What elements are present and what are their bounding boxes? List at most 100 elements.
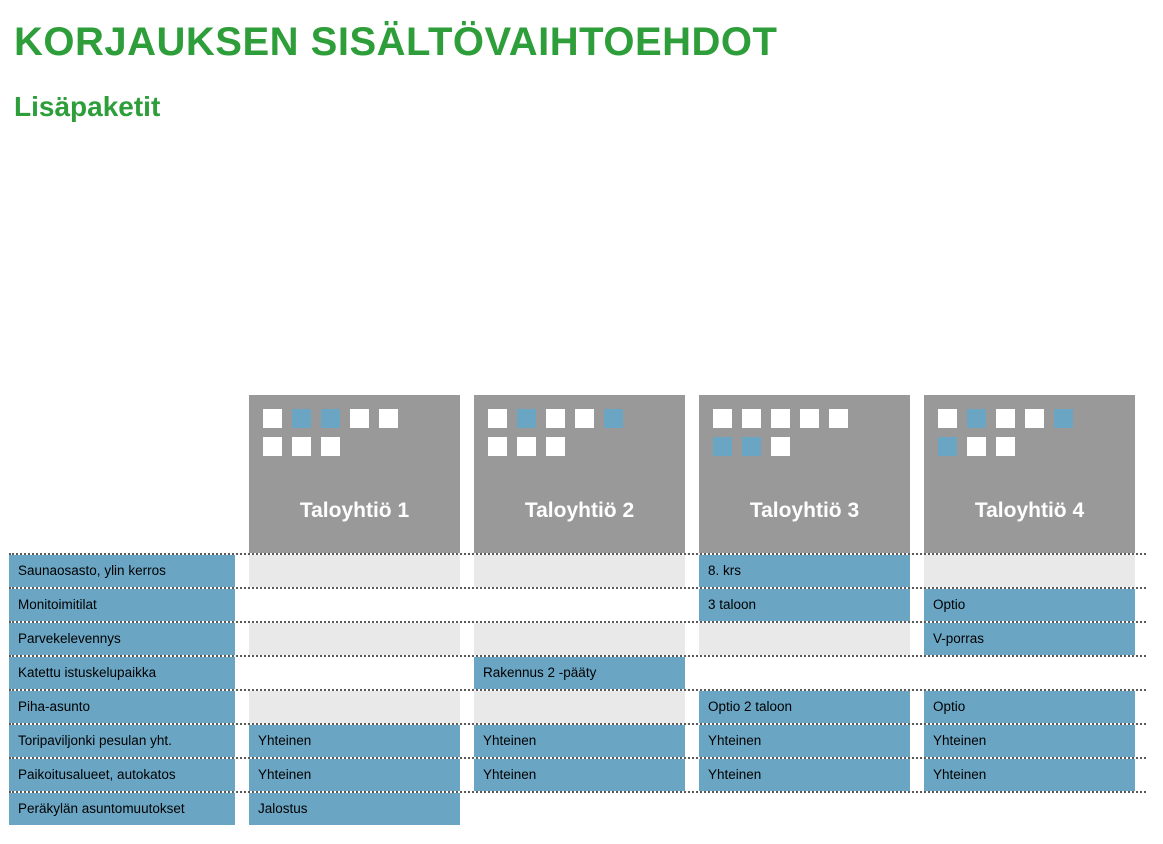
data-cell: Yhteinen [474, 759, 699, 791]
header-square-icon [1025, 409, 1044, 428]
data-cell: Optio [924, 589, 1149, 621]
header-squares-row [474, 395, 685, 428]
data-cell [699, 623, 924, 655]
table-row: Parvekelevennys V-porras [9, 623, 1149, 655]
header-square-icon [1054, 409, 1073, 428]
column-header: Taloyhtiö 1 [249, 395, 460, 553]
data-cell: Yhteinen [924, 725, 1149, 757]
header-squares-row [924, 428, 1135, 456]
row-label: Monitoimitilat [9, 589, 249, 612]
cell-text: 8. krs [699, 555, 924, 578]
header-square-icon [488, 437, 507, 456]
row-label: Peräkylän asuntomuutokset [9, 793, 249, 816]
column-header: Taloyhtiö 3 [699, 395, 910, 553]
data-cell: Yhteinen [249, 725, 474, 757]
cell-text: Rakennus 2 -pääty [474, 657, 699, 680]
cell-text: Yhteinen [474, 759, 699, 782]
row-label: Piha-asunto [9, 691, 249, 714]
cell-text: Yhteinen [474, 725, 699, 748]
header-squares-row [699, 428, 910, 456]
header-square-icon [321, 409, 340, 428]
row-label-cell: Piha-asunto [9, 691, 249, 723]
header-square-icon [771, 409, 790, 428]
row-label: Katettu istuskelupaikka [9, 657, 249, 680]
row-label-cell: Toripaviljonki pesulan yht. [9, 725, 249, 757]
cell-text: V-porras [924, 623, 1149, 646]
data-cell [474, 623, 699, 655]
table-row: Monitoimitilat 3 taloonOptio [9, 589, 1149, 621]
header-square-icon [379, 409, 398, 428]
row-label: Parvekelevennys [9, 623, 249, 646]
data-cell [924, 555, 1149, 587]
data-cell [249, 623, 474, 655]
row-label: Toripaviljonki pesulan yht. [9, 725, 249, 748]
row-label-cell: Peräkylän asuntomuutokset [9, 793, 249, 825]
data-cell [249, 555, 474, 587]
data-cell: Yhteinen [924, 759, 1149, 791]
main-title: KORJAUKSEN SISÄLTÖVAIHTOEHDOT [14, 20, 1153, 65]
header-squares-row [474, 428, 685, 456]
header-squares-row [699, 395, 910, 428]
header-square-icon [967, 409, 986, 428]
data-cell [474, 589, 699, 621]
row-label-cell: Katettu istuskelupaikka [9, 657, 249, 689]
data-cell [924, 657, 1149, 689]
header-square-icon [742, 409, 761, 428]
header-square-icon [742, 437, 761, 456]
header-square-icon [488, 409, 507, 428]
cell-text: Yhteinen [699, 725, 924, 748]
header-square-icon [800, 409, 819, 428]
header-square-icon [771, 437, 790, 456]
cell-text: Optio 2 taloon [699, 691, 924, 714]
subtitle: Lisäpaketit [14, 91, 1153, 123]
data-cell: Jalostus [249, 793, 474, 825]
header-square-icon [292, 409, 311, 428]
row-label-cell: Parvekelevennys [9, 623, 249, 655]
header-spacer [9, 395, 249, 553]
comparison-grid: Taloyhtiö 1 Taloyhtiö 2 Taloyhtiö 3 Taloyht… [9, 395, 1149, 825]
cell-text: Optio [924, 691, 1149, 714]
data-cell [474, 793, 699, 825]
data-cell: 8. krs [699, 555, 924, 587]
data-cell: Optio 2 taloon [699, 691, 924, 723]
cell-text: Jalostus [249, 793, 474, 816]
header-squares-row [924, 395, 1135, 428]
table-row: Saunaosasto, ylin kerros 8. krs [9, 555, 1149, 587]
header-square-icon [321, 437, 340, 456]
header-square-icon [967, 437, 986, 456]
data-cell: Yhteinen [249, 759, 474, 791]
cell-text: Optio [924, 589, 1149, 612]
table-row: Piha-asunto Optio 2 taloonOptio [9, 691, 1149, 723]
header-square-icon [713, 409, 732, 428]
header-square-icon [713, 437, 732, 456]
row-label: Paikoitusalueet, autokatos [9, 759, 249, 782]
header-square-icon [996, 437, 1015, 456]
header-squares-row [249, 428, 460, 456]
header-square-icon [604, 409, 623, 428]
row-label-cell: Paikoitusalueet, autokatos [9, 759, 249, 791]
column-header-label: Taloyhtiö 2 [474, 499, 685, 523]
column-header-label: Taloyhtiö 1 [249, 499, 460, 523]
row-label-cell: Monitoimitilat [9, 589, 249, 621]
header-square-icon [829, 409, 848, 428]
cell-text: Yhteinen [249, 725, 474, 748]
table-row: Katettu istuskelupaikka Rakennus 2 -pääty [9, 657, 1149, 689]
header-square-icon [938, 437, 957, 456]
header-square-icon [350, 409, 369, 428]
header-square-icon [546, 437, 565, 456]
data-cell [699, 793, 924, 825]
header-square-icon [996, 409, 1015, 428]
header-square-icon [938, 409, 957, 428]
row-label: Saunaosasto, ylin kerros [9, 555, 249, 578]
column-header: Taloyhtiö 4 [924, 395, 1135, 553]
data-cell: Optio [924, 691, 1149, 723]
cell-text: Yhteinen [924, 759, 1149, 782]
column-header-label: Taloyhtiö 4 [924, 499, 1135, 523]
table-row: Peräkylän asuntomuutoksetJalostus [9, 793, 1149, 825]
header-square-icon [292, 437, 311, 456]
cell-text: Yhteinen [924, 725, 1149, 748]
data-cell [249, 657, 474, 689]
cell-text: 3 taloon [699, 589, 924, 612]
column-headers: Taloyhtiö 1 Taloyhtiö 2 Taloyhtiö 3 Taloyht… [9, 395, 1149, 553]
row-label-cell: Saunaosasto, ylin kerros [9, 555, 249, 587]
